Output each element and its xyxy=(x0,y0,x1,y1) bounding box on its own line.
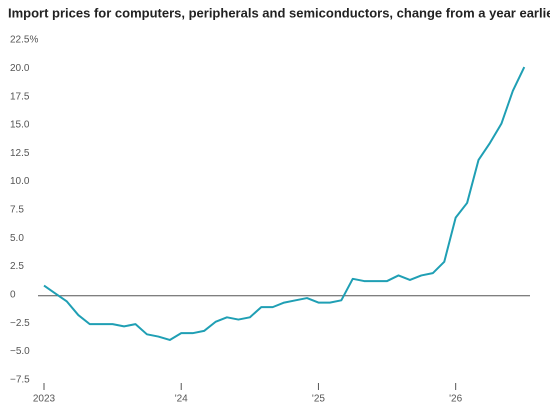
y-tick-label: 7.5 xyxy=(10,205,24,216)
x-tick-label: 2023 xyxy=(33,394,56,405)
y-tick-label: 0 xyxy=(10,289,16,300)
y-tick-label: 15.0 xyxy=(10,120,30,131)
y-tick-label: 22.5% xyxy=(10,35,38,46)
y-tick-label: 12.5 xyxy=(10,148,30,159)
y-tick-label: 5.0 xyxy=(10,233,24,244)
x-tick-label: '25 xyxy=(312,394,325,405)
y-tick-label: 10.0 xyxy=(10,176,30,187)
y-tick-label: 17.5 xyxy=(10,91,30,102)
y-tick-label: −5.0 xyxy=(10,346,30,357)
chart-title: Import prices for computers, peripherals… xyxy=(8,5,550,20)
y-tick-label: 2.5 xyxy=(10,261,24,272)
data-line xyxy=(43,66,526,341)
y-tick-label: −7.5 xyxy=(10,374,30,385)
x-tick-label: '24 xyxy=(175,394,188,405)
y-tick-label: −2.5 xyxy=(10,318,30,329)
y-tick-label: 20.0 xyxy=(10,63,30,74)
x-tick-label: '26 xyxy=(449,394,462,405)
